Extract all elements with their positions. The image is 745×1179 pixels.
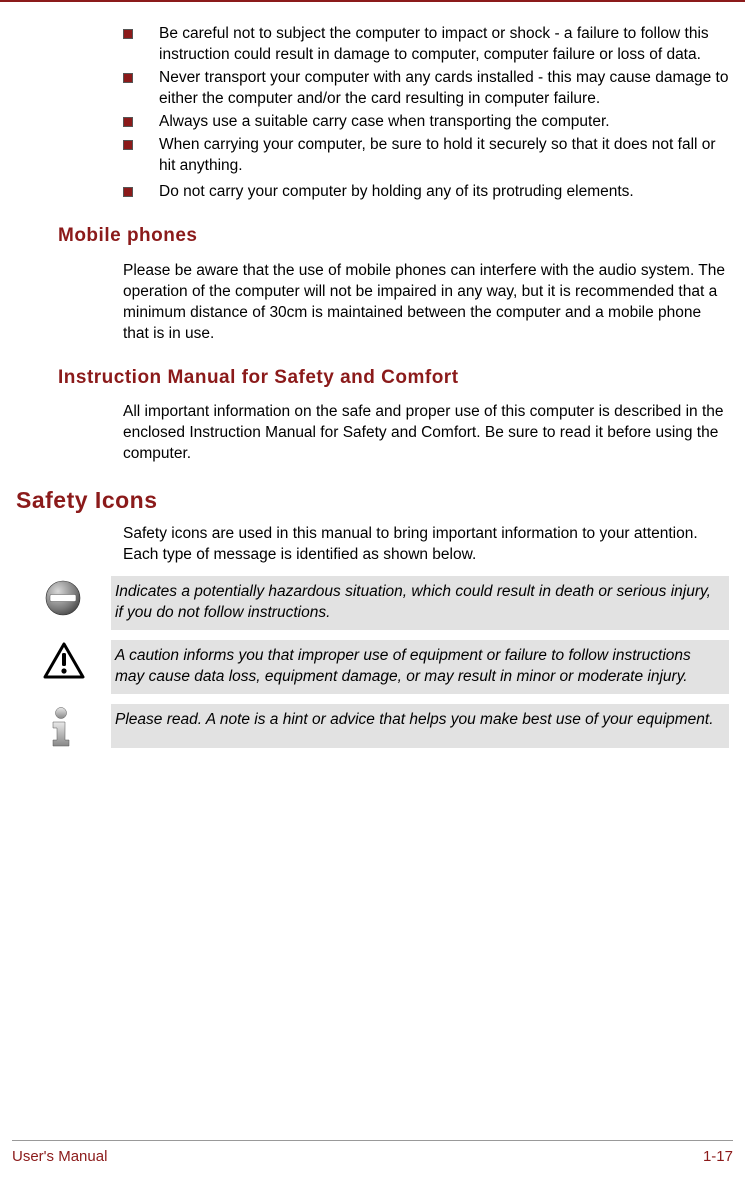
safety-icon-text: Please read. A note is a hint or advice … (111, 704, 729, 748)
bullet-text: Be careful not to subject the computer t… (159, 24, 729, 66)
bullet-text: When carrying your computer, be sure to … (159, 135, 729, 177)
page-content: Be careful not to subject the computer t… (0, 2, 745, 748)
heading-mobile-phones: Mobile phones (58, 223, 735, 249)
bullet-text: Never transport your computer with any c… (159, 68, 729, 110)
bullet-text: Do not carry your computer by holding an… (159, 182, 729, 203)
safety-icon-text: A caution informs you that improper use … (111, 640, 729, 694)
bullet-list: Be careful not to subject the computer t… (123, 24, 729, 203)
paragraph: Please be aware that the use of mobile p… (123, 261, 729, 345)
safety-icon-row: A caution informs you that improper use … (43, 640, 729, 694)
list-item: Do not carry your computer by holding an… (123, 182, 729, 203)
caution-icon (43, 640, 111, 694)
paragraph: Safety icons are used in this manual to … (123, 524, 729, 566)
bullet-marker-icon (123, 140, 133, 150)
list-item: Be careful not to subject the computer t… (123, 24, 729, 66)
list-item: Never transport your computer with any c… (123, 68, 729, 110)
bullet-marker-icon (123, 29, 133, 39)
safety-icon-row: Indicates a potentially hazardous situat… (43, 576, 729, 630)
bullet-marker-icon (123, 187, 133, 197)
list-item: When carrying your computer, be sure to … (123, 135, 729, 177)
footer-left: User's Manual (12, 1147, 107, 1167)
safety-icon-text: Indicates a potentially hazardous situat… (111, 576, 729, 630)
footer-rule (12, 1140, 733, 1141)
heading-safety-icons: Safety Icons (16, 485, 735, 516)
safety-icon-row: Please read. A note is a hint or advice … (43, 704, 729, 748)
paragraph: All important information on the safe an… (123, 402, 729, 465)
heading-instruction-manual: Instruction Manual for Safety and Comfor… (58, 365, 735, 391)
bullet-marker-icon (123, 117, 133, 127)
page-footer: User's Manual 1-17 (0, 1140, 745, 1167)
info-icon (43, 704, 111, 748)
bullet-text: Always use a suitable carry case when tr… (159, 112, 729, 133)
footer-page-number: 1-17 (703, 1147, 733, 1167)
list-item: Always use a suitable carry case when tr… (123, 112, 729, 133)
bullet-marker-icon (123, 73, 133, 83)
prohibit-icon (43, 576, 111, 630)
